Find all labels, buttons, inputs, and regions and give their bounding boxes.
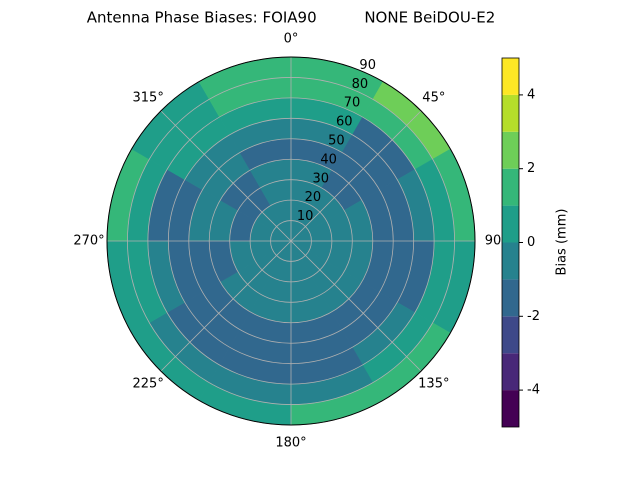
colorbar-tick-label: 4 bbox=[527, 87, 535, 102]
colorbar-tick-label: 2 bbox=[527, 161, 535, 176]
grid-spoke bbox=[290, 110, 422, 242]
colorbar-segment bbox=[502, 94, 519, 132]
colorbar-tick-label: 0 bbox=[527, 235, 535, 250]
r-tick-label: 80 bbox=[352, 77, 369, 92]
colorbar-segment bbox=[502, 242, 519, 280]
colorbar-segment bbox=[502, 316, 519, 354]
r-tick-label: 90 bbox=[359, 58, 376, 73]
theta-tick-label: 135° bbox=[418, 376, 449, 391]
colorbar-segment bbox=[502, 390, 519, 427]
colorbar-segment bbox=[502, 131, 519, 169]
colorbar-segment bbox=[502, 205, 519, 243]
theta-tick-label: 180° bbox=[275, 436, 306, 451]
r-tick-label: 70 bbox=[344, 96, 361, 111]
colorbar-segment bbox=[502, 279, 519, 317]
polar-frame bbox=[106, 56, 476, 426]
colorbar-label: Bias (mm) bbox=[555, 209, 570, 276]
chart-title: Antenna Phase Biases: FOIA90 NONE BeiDOU… bbox=[87, 9, 496, 27]
grid-spoke bbox=[290, 240, 422, 372]
colorbar-segment bbox=[502, 353, 519, 391]
colorbar-tick-label: -2 bbox=[527, 309, 540, 324]
grid-spoke bbox=[160, 240, 292, 372]
colorbar-segment bbox=[502, 168, 519, 206]
grid-spoke bbox=[160, 110, 292, 242]
theta-tick-label: 315° bbox=[133, 91, 164, 106]
theta-tick-label: 270° bbox=[73, 234, 104, 249]
theta-tick-label: 0° bbox=[284, 32, 299, 47]
theta-tick-label: 45° bbox=[422, 91, 445, 106]
theta-tick-label: 90 bbox=[485, 234, 502, 249]
colorbar-tick-label: -4 bbox=[527, 383, 540, 398]
colorbar-segment bbox=[502, 58, 519, 95]
r-tick-label: 40 bbox=[320, 152, 337, 167]
r-tick-label: 60 bbox=[336, 115, 353, 130]
r-tick-label: 50 bbox=[328, 134, 345, 149]
r-tick-label: 20 bbox=[305, 190, 322, 205]
r-tick-label: 10 bbox=[297, 209, 314, 224]
theta-tick-label: 225° bbox=[133, 376, 164, 391]
r-tick-label: 30 bbox=[312, 171, 329, 186]
